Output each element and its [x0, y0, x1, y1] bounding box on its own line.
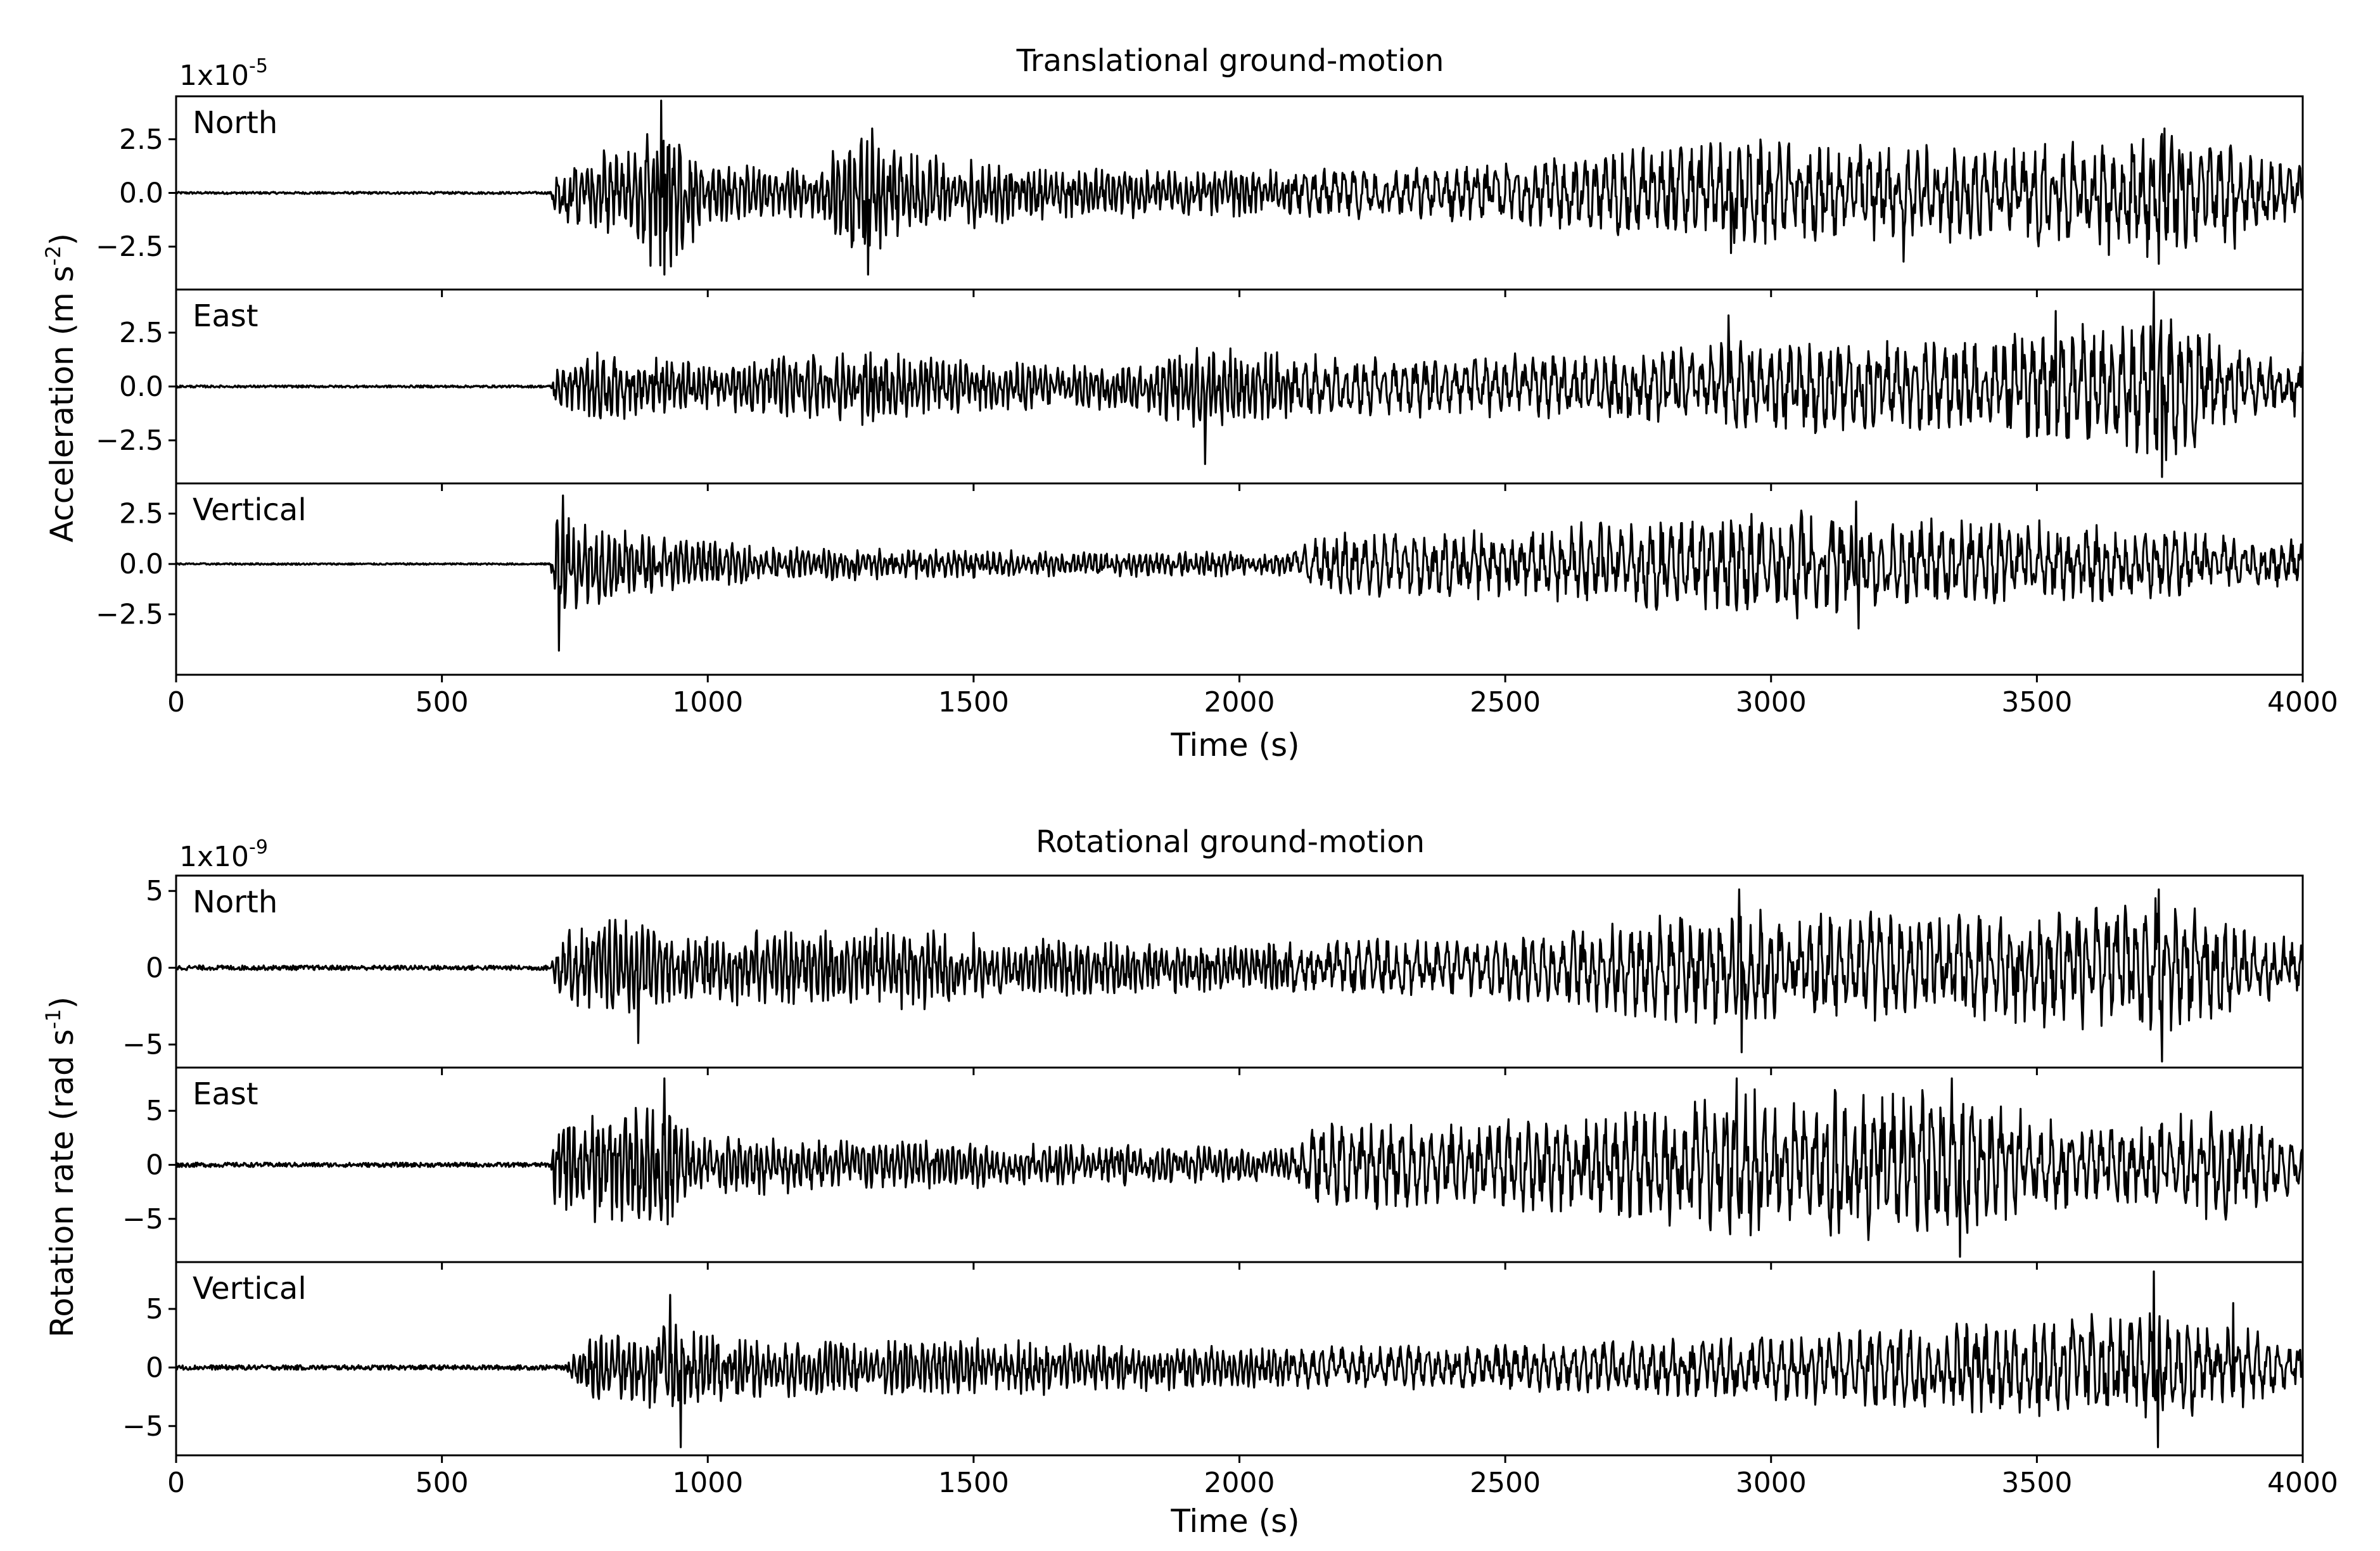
y-tick-label: −5	[122, 1029, 163, 1061]
y-multiplier: 1x10-9	[179, 836, 268, 873]
x-tick-label: 2000	[1204, 686, 1275, 718]
y-tick-label: 5	[146, 1293, 163, 1325]
x-tick-label: 2500	[1470, 1467, 1541, 1499]
series-line-vertical	[175, 1270, 2304, 1448]
y-tick-label: −2.5	[96, 424, 163, 457]
y-tick-label: −2.5	[96, 599, 163, 631]
panel-east: −5 0 5 East	[122, 1066, 2304, 1270]
y-multiplier: 1x10-5	[179, 55, 268, 92]
y-tick-label: −2.5	[96, 231, 163, 263]
series-line-east	[175, 1077, 2304, 1258]
y-tick-label: 0	[146, 1149, 163, 1182]
y-tick-label: 2.5	[119, 498, 163, 530]
chart-title: Translational ground-motion	[1016, 43, 1444, 79]
y-tick-label: 0.0	[119, 548, 163, 580]
x-tick-label: 3500	[2001, 686, 2072, 718]
x-tick-label: 4000	[2267, 1467, 2338, 1499]
x-tick-label: 1500	[938, 1467, 1009, 1499]
x-tick-label: 1000	[672, 686, 743, 718]
y-tick-label: 0	[146, 952, 163, 984]
x-tick-label: 3000	[1736, 1467, 1807, 1499]
component-label: North	[193, 884, 277, 920]
component-label: East	[193, 1076, 258, 1112]
x-tick-label: 4000	[2267, 686, 2338, 718]
series-line-east	[175, 290, 2304, 478]
y-axis-label: Acceleration (m s-2)	[41, 233, 80, 542]
component-label: Vertical	[193, 1271, 307, 1306]
x-axis-label: Time (s)	[1170, 727, 1299, 763]
panel-vertical: −2.5 0.0 2.5 0 500 1000 1500 2000 2500 3000 3500 40…	[96, 482, 2338, 718]
y-tick-label: −5	[122, 1410, 163, 1443]
x-tick-label: 1500	[938, 686, 1009, 718]
y-tick-label: −5	[122, 1203, 163, 1235]
series-line-north	[175, 888, 2304, 1063]
y-tick-label: 0.0	[119, 371, 163, 403]
component-label: North	[193, 105, 277, 141]
x-tick-label: 1000	[672, 1467, 743, 1499]
component-label: East	[193, 298, 258, 334]
y-tick-label: 0.0	[119, 177, 163, 210]
y-tick-label: 0	[146, 1351, 163, 1384]
rotational-chart: Rotational ground-motion 1x10-9 Rotation…	[41, 824, 2338, 1540]
y-tick-label: 2.5	[119, 317, 163, 349]
y-tick-label: 5	[146, 1095, 163, 1127]
y-tick-label: 2.5	[119, 124, 163, 156]
translational-chart: Translational ground-motion 1x10-5 Accel…	[41, 43, 2338, 763]
chart-title: Rotational ground-motion	[1036, 824, 1425, 860]
x-tick-label: 2000	[1204, 1467, 1275, 1499]
x-tick-label: 3000	[1736, 686, 1807, 718]
series-line-vertical	[175, 494, 2304, 652]
x-tick-label: 0	[167, 686, 185, 718]
panel-north: −5 0 5 North	[122, 874, 2304, 1075]
panel-north: −2.5 0.0 2.5 North	[96, 95, 2304, 297]
x-axis-label: Time (s)	[1170, 1503, 1299, 1540]
x-tick-label: 500	[416, 686, 469, 718]
x-tick-label: 500	[416, 1467, 469, 1499]
panel-east: −2.5 0.0 2.5 East	[96, 288, 2304, 491]
x-tick-label: 0	[167, 1467, 185, 1499]
y-tick-label: 5	[146, 875, 163, 907]
y-axis-label: Rotation rate (rad s-1)	[41, 997, 80, 1337]
component-label: Vertical	[193, 492, 307, 528]
x-tick-label: 2500	[1470, 686, 1541, 718]
x-tick-label: 3500	[2001, 1467, 2072, 1499]
series-line-north	[175, 99, 2304, 276]
